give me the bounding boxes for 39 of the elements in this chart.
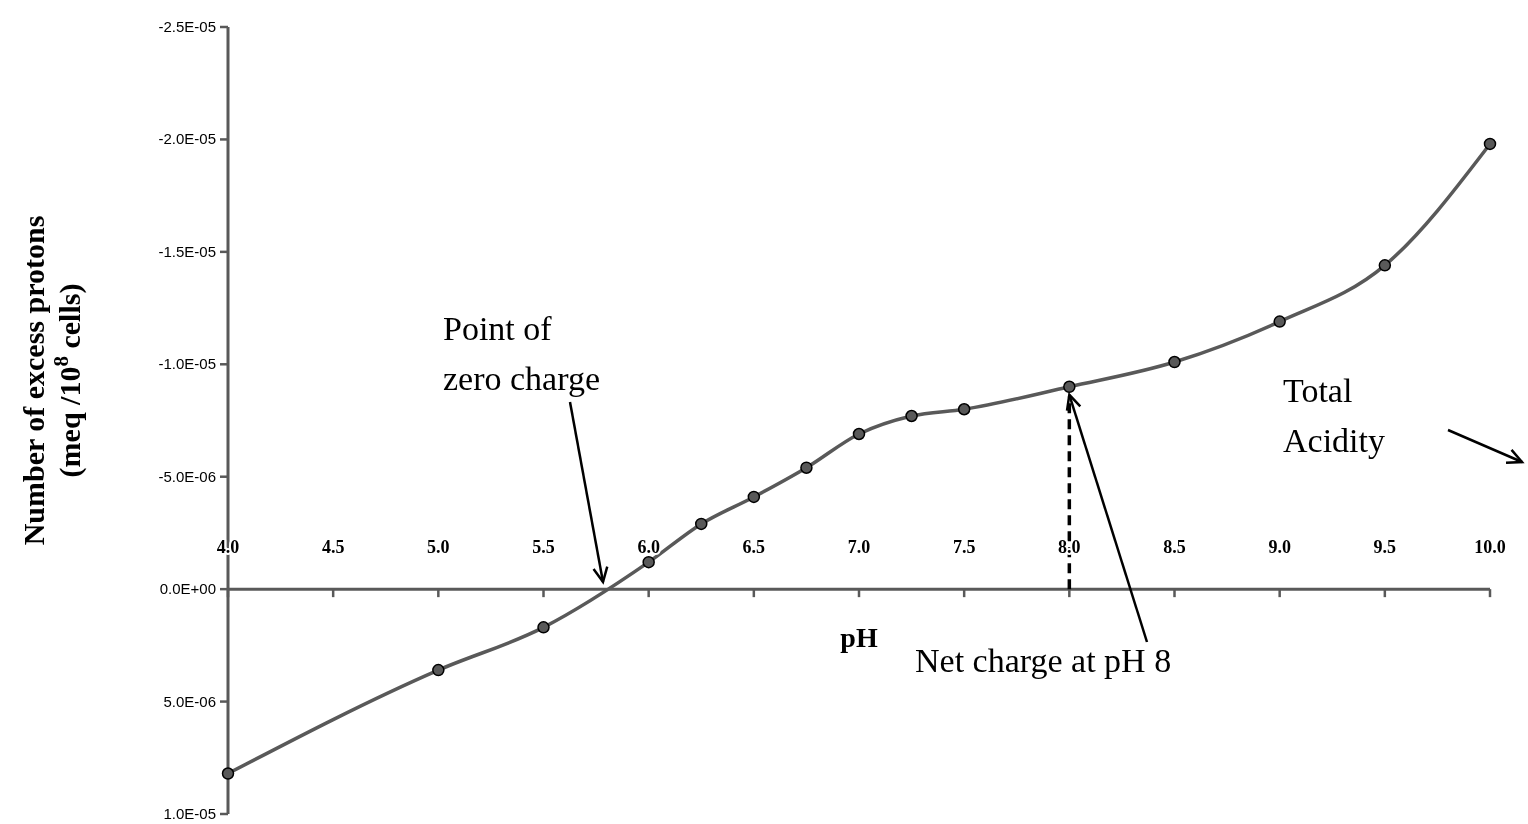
point bbox=[905, 409, 918, 423]
y-tick-label: -2.0E-05 bbox=[158, 130, 216, 148]
annotation: Net charge at pH 8 bbox=[915, 642, 1172, 679]
x-tick-label: 6.5 bbox=[742, 537, 766, 558]
x-tick-label: 7.5 bbox=[952, 537, 976, 558]
point bbox=[747, 490, 761, 504]
point bbox=[1063, 380, 1076, 394]
point bbox=[1168, 355, 1181, 369]
x-tick-label: 9.5 bbox=[1373, 537, 1397, 558]
x-tick-label: 5.0 bbox=[427, 537, 450, 558]
point bbox=[800, 461, 813, 474]
x-axis-title: pH bbox=[840, 622, 878, 654]
annotation: Point of zero charge bbox=[443, 310, 600, 397]
y-tick-label: -2.5E-05 bbox=[158, 18, 216, 35]
point bbox=[695, 517, 708, 531]
x-tick-label: 4.5 bbox=[321, 537, 345, 558]
point bbox=[432, 663, 445, 677]
x-tick-label: 10.0 bbox=[1474, 537, 1506, 558]
point bbox=[852, 427, 866, 441]
annotation: Total Acidity bbox=[1283, 372, 1385, 459]
y-tick-label: 1.0E-05 bbox=[163, 805, 216, 822]
y-tick-label: -5.0E-06 bbox=[158, 467, 216, 485]
x-tick-label: 7.0 bbox=[847, 537, 871, 558]
point bbox=[1483, 137, 1497, 151]
y-tick-label: 0.0E+00 bbox=[159, 580, 216, 598]
y-tick-label: 5.0E-06 bbox=[163, 692, 216, 710]
x-tick-label: 8.0 bbox=[1058, 537, 1081, 558]
x-tick-label: 9.0 bbox=[1268, 537, 1291, 558]
point bbox=[537, 621, 550, 634]
x-tick-label: 6.0 bbox=[637, 537, 660, 558]
x-tick-label: 5.5 bbox=[532, 537, 555, 558]
point bbox=[1378, 259, 1392, 272]
y-tick-label: -1.0E-05 bbox=[158, 355, 216, 373]
point bbox=[1273, 315, 1286, 328]
point bbox=[642, 555, 655, 569]
y-tick-label: -1.5E-05 bbox=[158, 242, 216, 260]
x-tick-label: 8.5 bbox=[1163, 537, 1186, 558]
point bbox=[957, 403, 971, 416]
point bbox=[221, 767, 235, 780]
